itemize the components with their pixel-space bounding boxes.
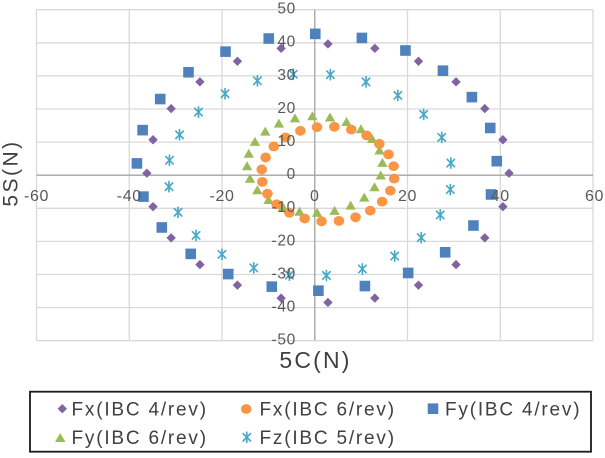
svg-text:0: 0 [310, 188, 320, 205]
svg-text:0: 0 [287, 166, 296, 183]
svg-text:Fy(IBC 6/rev): Fy(IBC 6/rev) [72, 428, 208, 449]
svg-text:-60: -60 [24, 188, 49, 205]
svg-text:40: 40 [491, 188, 510, 205]
svg-text:20: 20 [277, 100, 296, 117]
svg-text:Fx(IBC 4/rev): Fx(IBC 4/rev) [72, 399, 208, 420]
svg-text:-40: -40 [117, 188, 142, 205]
svg-text:20: 20 [398, 188, 417, 205]
svg-text:-20: -20 [210, 188, 235, 205]
svg-text:60: 60 [585, 188, 604, 205]
svg-text:-40: -40 [271, 299, 296, 316]
svg-text:5C(N): 5C(N) [279, 347, 351, 373]
svg-text:10: 10 [277, 133, 296, 150]
svg-text:Fx(IBC 6/rev): Fx(IBC 6/rev) [260, 399, 396, 420]
svg-text:40: 40 [277, 34, 296, 51]
svg-text:-20: -20 [271, 232, 296, 249]
svg-text:30: 30 [277, 67, 296, 84]
svg-text:50: 50 [277, 1, 296, 18]
svg-text:Fz(IBC 5/rev): Fz(IBC 5/rev) [260, 428, 396, 449]
svg-text:5S(N): 5S(N) [0, 139, 23, 206]
svg-text:-50: -50 [271, 332, 296, 349]
svg-text:-10: -10 [271, 199, 296, 216]
svg-text:Fy(IBC 4/rev): Fy(IBC 4/rev) [445, 399, 581, 420]
svg-text:-30: -30 [271, 265, 296, 282]
